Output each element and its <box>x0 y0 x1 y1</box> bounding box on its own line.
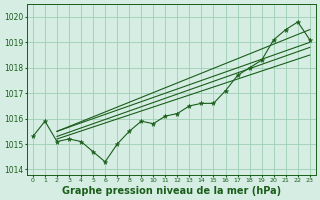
X-axis label: Graphe pression niveau de la mer (hPa): Graphe pression niveau de la mer (hPa) <box>62 186 281 196</box>
